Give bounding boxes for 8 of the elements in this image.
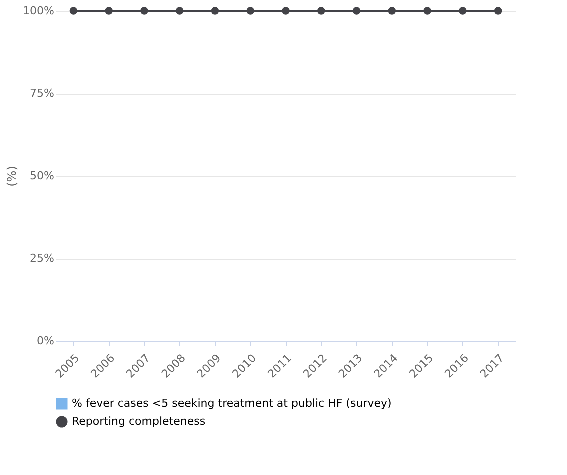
legend-label: Reporting completeness — [72, 415, 206, 428]
y-tick-label: 0% — [37, 334, 54, 348]
y-tick-label: 75% — [30, 87, 54, 100]
y-tick-label: 50% — [30, 170, 54, 182]
legend-label: % fever cases <5 seeking treatment at public HF (survey) — [72, 397, 392, 410]
y-tick-label: 25% — [30, 252, 54, 265]
y-axis-title: (%) — [5, 166, 20, 187]
y-tick-label: 100% — [23, 4, 54, 18]
